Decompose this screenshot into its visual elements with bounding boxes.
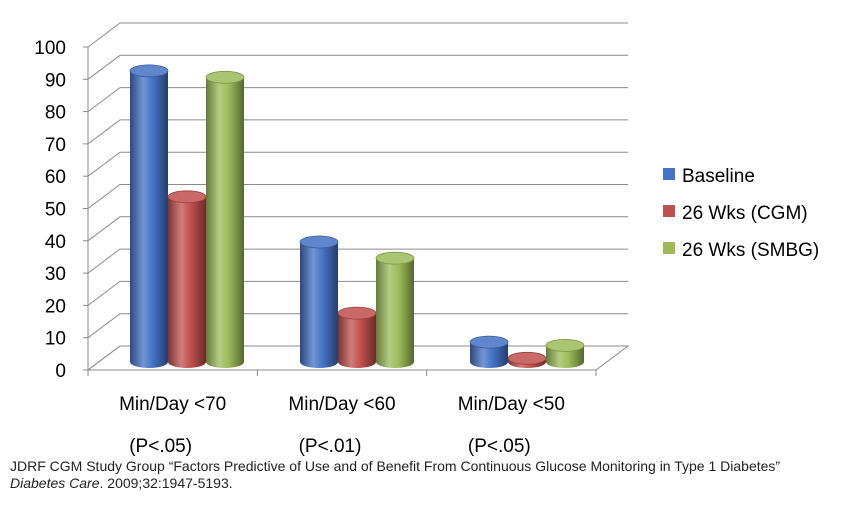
bar-body: [206, 77, 244, 369]
bar-body: [130, 70, 168, 368]
bar-top: [469, 335, 509, 349]
y-tick-label: 50: [45, 200, 66, 221]
gridline: [87, 119, 628, 145]
gridline: [87, 87, 628, 112]
gridline: [87, 151, 628, 177]
gridline: [87, 184, 628, 209]
gridline: [87, 280, 628, 306]
gridline: [87, 216, 628, 242]
bar-top: [507, 351, 547, 365]
gridline: [87, 313, 628, 339]
y-tick-label: 60: [45, 167, 66, 188]
bar-baseline-3: [469, 335, 509, 368]
y-tick-label: 20: [45, 296, 66, 317]
legend-swatch: [663, 168, 675, 180]
legend-label: Baseline: [682, 166, 755, 187]
x-category-note: (P<.05): [129, 436, 192, 457]
bar-body: [338, 313, 376, 368]
citation-text-end: . 2009;32:1947-5193.: [99, 475, 233, 491]
bar-top: [337, 306, 377, 320]
legend: Baseline 26 Wks (CGM) 26 Wks (SMBG): [663, 166, 819, 261]
x-category-label: Min/Day <50: [458, 394, 565, 415]
gridline: [87, 345, 628, 371]
bar-baseline-1: [129, 64, 169, 368]
y-tick-label: 70: [45, 135, 66, 156]
bar-top: [545, 338, 585, 352]
bar-body: [546, 345, 584, 368]
bar-26-wks-smbg-1: [205, 70, 245, 369]
gridline: [87, 248, 628, 274]
x-category-label: Min/Day <70: [119, 394, 226, 415]
y-tick-label: 80: [45, 103, 66, 124]
legend-swatch: [663, 205, 675, 217]
y-axis: 0 10 20 30 40 50 60 70 80 90 100: [34, 38, 88, 382]
bar-top: [167, 190, 207, 204]
y-tick-label: 90: [45, 70, 66, 91]
legend-label: 26 Wks (CGM): [682, 203, 808, 224]
bar-26-wks-cgm-3: [507, 351, 547, 368]
citation: JDRF CGM Study Group “Factors Predictive…: [10, 458, 830, 492]
y-tick-label: 100: [34, 38, 66, 59]
bar-baseline-2: [299, 235, 339, 368]
x-category-label: Min/Day <60: [288, 394, 395, 415]
bar-26-wks-smbg-3: [545, 338, 585, 368]
y-tick-label: 10: [45, 329, 66, 350]
gridline: [87, 54, 628, 80]
legend-label: 26 Wks (SMBG): [682, 240, 819, 261]
bar-body: [470, 342, 508, 368]
bar-body: [376, 258, 414, 368]
bar-top: [375, 251, 415, 265]
bar-body: [300, 242, 338, 368]
x-category-note: (P<.05): [468, 436, 531, 457]
bar-26-wks-cgm-1: [167, 190, 207, 368]
citation-text-start: JDRF CGM Study Group “Factors Predictive…: [10, 458, 781, 474]
x-axis: Min/Day <70 (P<.05) Min/Day <60 (P<.01) Min/…: [87, 370, 597, 457]
citation-journal: Diabetes Care: [10, 475, 100, 491]
legend-swatch: [663, 242, 675, 254]
bar-top: [129, 64, 169, 78]
bar-body: [168, 196, 206, 368]
y-tick-label: 0: [55, 361, 66, 382]
bar-top: [205, 70, 245, 84]
gridlines: [87, 22, 628, 371]
y-tick-label: 40: [45, 232, 66, 253]
bar-top: [299, 235, 339, 249]
bars: [129, 64, 585, 369]
bar-26-wks-cgm-2: [337, 306, 377, 368]
y-tick-label: 30: [45, 264, 66, 285]
bar-26-wks-smbg-2: [375, 251, 415, 368]
gridline: [87, 22, 628, 48]
x-category-note: (P<.01): [299, 436, 362, 457]
